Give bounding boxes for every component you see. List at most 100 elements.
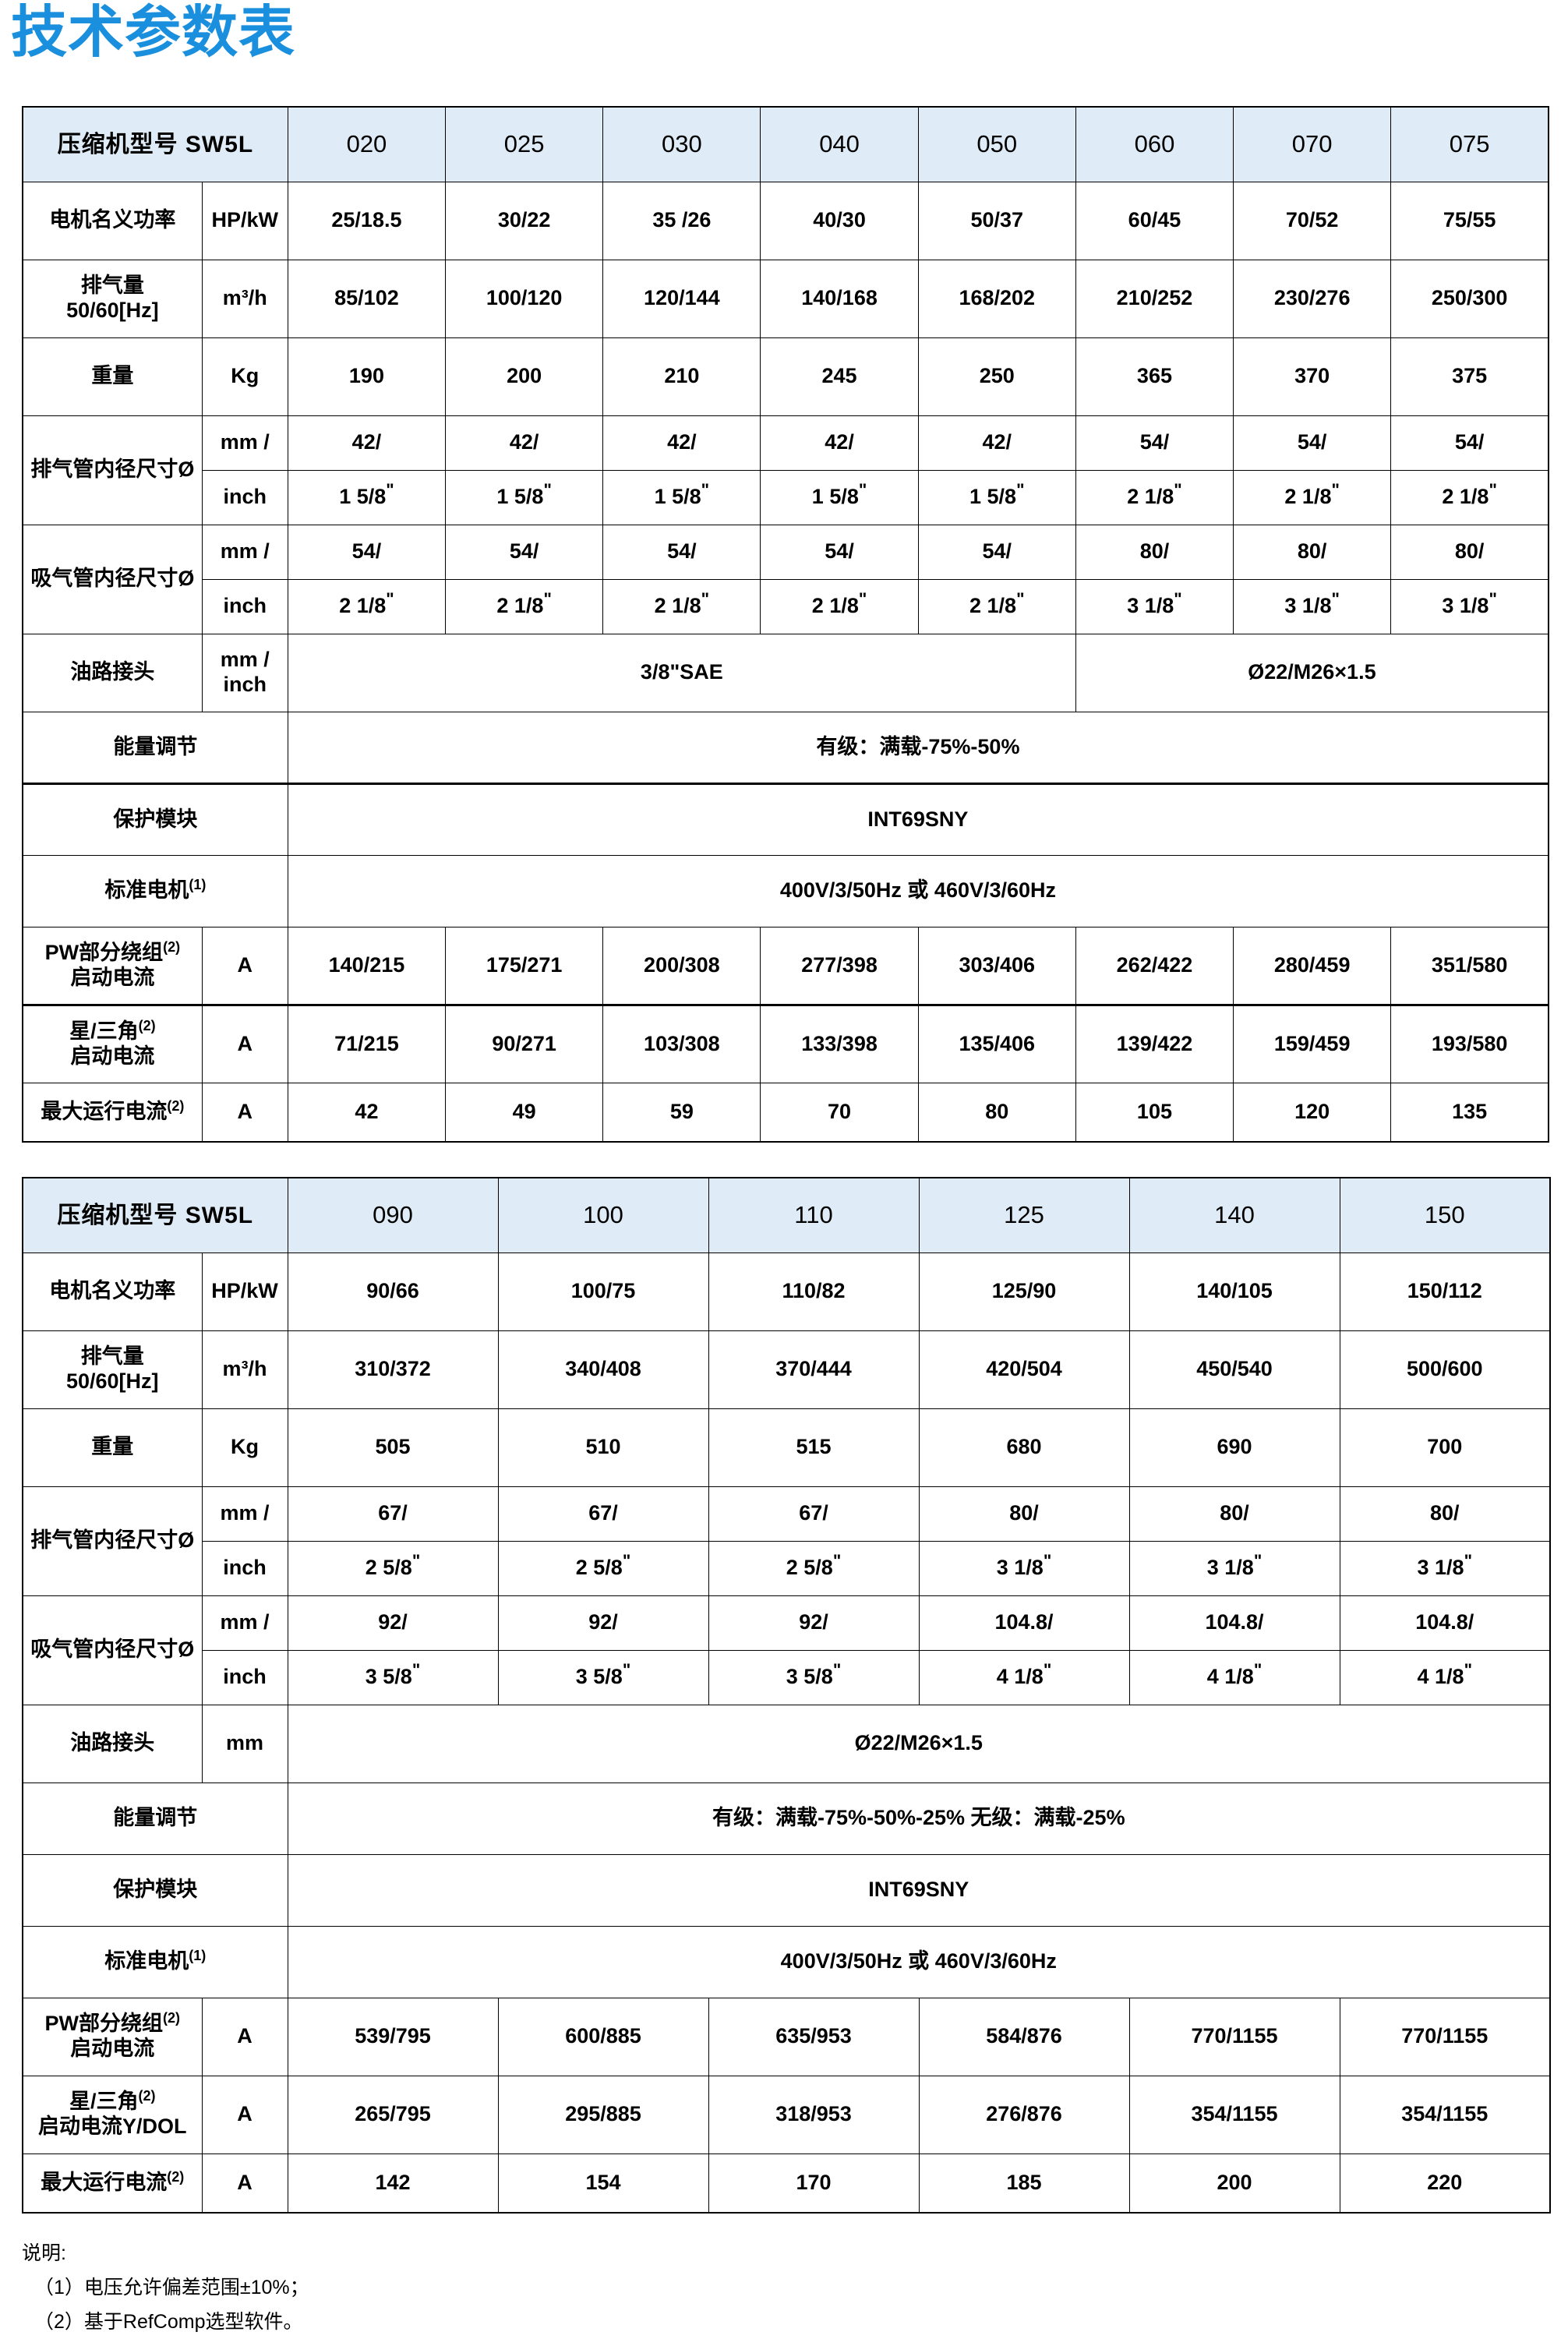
table-row: 排气管内径尺寸Ø mm / 42/ 42/ 42/ 42/ 42/ 54/ 54… [23,415,1549,470]
cell-value-mm: 80/ [1391,525,1549,579]
cell-value-inch: 3 5/8" [288,1650,498,1705]
label-line-1: 排气量 [81,274,144,297]
table-row: 电机名义功率 HP/kW 25/18.5 30/22 35 /26 40/30 … [23,182,1549,260]
cell-value: 245 [761,337,918,415]
table-row: 排气量 50/60[Hz] m³/h 310/372 340/408 370/4… [23,1330,1550,1408]
row-unit-ampere: A [202,2076,288,2154]
cell-value: 200 [1129,2154,1340,2213]
row-unit-weight: Kg [202,337,288,415]
row-unit-mm: mm / [202,415,288,470]
cell-value: 318/953 [708,2076,919,2154]
cell-value: 500/600 [1340,1330,1550,1408]
cell-value: 40/30 [761,182,918,260]
cell-value: 125/90 [919,1253,1129,1330]
row-unit-ampere: A [202,1005,288,1083]
table-row: 油路接头 mm /inch 3/8"SAE Ø22/M26×1.5 [23,634,1549,712]
table-row: inch 1 5/8" 1 5/8" 1 5/8" 1 5/8" 1 5/8" … [23,470,1549,525]
footnote-marker: (2) [139,2088,156,2104]
cell-value-inch: 3 5/8" [498,1650,708,1705]
row-label-capacity-control: 能量调节 [23,712,288,783]
table-row: 星/三角(2) 启动电流 A 71/215 90/271 103/308 133… [23,1005,1549,1083]
cell-value: 539/795 [288,1998,498,2076]
cell-value: 105 [1075,1083,1233,1142]
table1-model-040: 040 [761,107,918,182]
footnote-marker: (2) [167,1098,184,1114]
cell-value-mm: 92/ [498,1595,708,1650]
row-unit-mm: mm / [202,1486,288,1541]
row-label-protection-module: 保护模块 [23,1854,288,1926]
cell-value-mm: 80/ [1129,1486,1340,1541]
cell-value-inch: 2 1/8" [1075,470,1233,525]
row-label-weight: 重量 [23,1408,202,1486]
row-label-discharge-pipe: 排气管内径尺寸Ø [23,1486,202,1595]
cell-value: 168/202 [918,260,1075,337]
cell-value: 70/52 [1234,182,1391,260]
table-row: 排气量 50/60[Hz] m³/h 85/102 100/120 120/14… [23,260,1549,337]
cell-value: 277/398 [761,927,918,1005]
row-label-pw-start-current: PW部分绕组(2) 启动电流 [23,927,202,1005]
label-line-1: 排气量 [81,1344,144,1368]
cell-value: 340/408 [498,1330,708,1408]
cell-value-mm: 54/ [1391,415,1549,470]
cell-value-inch: 2 1/8" [918,579,1075,634]
cell-value: 70 [761,1083,918,1142]
table-row: inch 3 5/8" 3 5/8" 3 5/8" 4 1/8" 4 1/8" … [23,1650,1550,1705]
row-label-standard-motor: 标准电机(1) [23,1926,288,1998]
cell-value-inch: 2 1/8" [761,579,918,634]
row-unit-weight: Kg [202,1408,288,1486]
row-label-pw-start-current: PW部分绕组(2) 启动电流 [23,1998,202,2076]
cell-value-mm: 80/ [1340,1486,1550,1541]
cell-value: 133/398 [761,1005,918,1083]
cell-value-mm: 42/ [446,415,603,470]
table1-model-050: 050 [918,107,1075,182]
cell-value-mm: 104.8/ [1129,1595,1340,1650]
row-unit-ampere: A [202,1998,288,2076]
cell-value-inch: 2 1/8" [1391,470,1549,525]
cell-value-inch: 3 1/8" [1234,579,1391,634]
cell-value-mm: 54/ [761,525,918,579]
cell-value: 370/444 [708,1330,919,1408]
cell-value: 700 [1340,1408,1550,1486]
table-row: 油路接头 mm Ø22/M26×1.5 [23,1705,1550,1783]
cell-standard-motor: 400V/3/50Hz 或 460V/3/60Hz [288,855,1549,927]
row-label-displacement: 排气量 50/60[Hz] [23,260,202,337]
row-label-star-delta-start-current: 星/三角(2) 启动电流 [23,1005,202,1083]
row-unit-displacement: m³/h [202,1330,288,1408]
cell-value: 276/876 [919,2076,1129,2154]
table2-model-100: 100 [498,1178,708,1253]
table2-model-150: 150 [1340,1178,1550,1253]
cell-value-inch: 2 1/8" [446,579,603,634]
cell-value-mm: 92/ [708,1595,919,1650]
cell-value: 60/45 [1075,182,1233,260]
cell-value: 220 [1340,2154,1550,2213]
cell-value: 510 [498,1408,708,1486]
table2-model-label: 压缩机型号 SW5L [23,1178,288,1253]
cell-value-mm: 54/ [288,525,445,579]
footnotes-heading: 说明: [22,2237,1546,2271]
cell-capacity-control: 有级：满载-75%-50%-25% 无级：满载-25% [288,1783,1550,1854]
row-unit-oil-connection: mm /inch [202,634,288,712]
cell-value: 85/102 [288,260,445,337]
cell-value: 354/1155 [1129,2076,1340,2154]
table-row: 电机名义功率 HP/kW 90/66 100/75 110/82 125/90 … [23,1253,1550,1330]
cell-value: 680 [919,1408,1129,1486]
cell-value-mm: 42/ [918,415,1075,470]
cell-value: 200 [446,337,603,415]
cell-value-inch: 1 5/8" [288,470,445,525]
cell-value: 42 [288,1083,445,1142]
row-label-star-delta-start-current: 星/三角(2) 启动电流Y/DOL [23,2076,202,2154]
row-unit-mm: mm / [202,1595,288,1650]
cell-value: 59 [603,1083,761,1142]
cell-value-inch: 4 1/8" [919,1650,1129,1705]
cell-value: 295/885 [498,2076,708,2154]
cell-value: 210/252 [1075,260,1233,337]
cell-value-inch: 1 5/8" [603,470,761,525]
cell-value: 150/112 [1340,1253,1550,1330]
row-unit-ampere: A [202,1083,288,1142]
table-row: 能量调节 有级：满载-75%-50%-25% 无级：满载-25% [23,1783,1550,1854]
cell-value: 135 [1391,1083,1549,1142]
table2-model-090: 090 [288,1178,498,1253]
table1-model-060: 060 [1075,107,1233,182]
cell-value: 140/215 [288,927,445,1005]
cell-value: 139/422 [1075,1005,1233,1083]
